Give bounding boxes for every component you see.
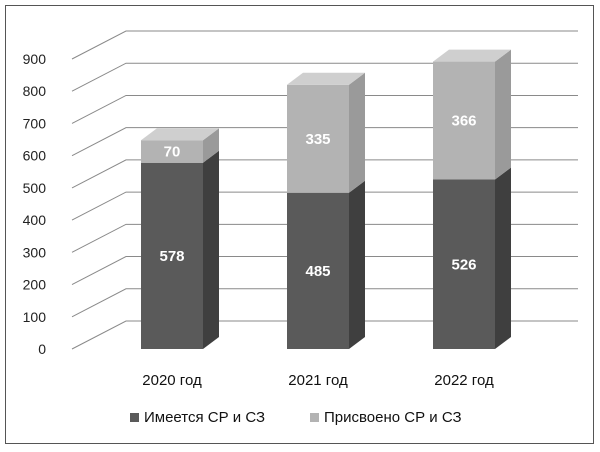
x-axis: 2020 год 2021 год 2022 год: [142, 372, 494, 389]
y-tick-label: 600: [23, 148, 47, 164]
legend: Имеется СР и СЗ Присвоено СР и СЗ: [130, 409, 462, 426]
bar-front: [141, 140, 203, 163]
data-label: 578: [159, 248, 184, 265]
bar-front: [433, 179, 495, 349]
x-tick-label: 2020 год: [142, 372, 202, 389]
y-tick-label: 500: [23, 180, 47, 196]
bar-front: [287, 192, 349, 349]
bar-side: [203, 128, 219, 163]
bar-front: [433, 61, 495, 180]
data-label: 335: [305, 131, 330, 148]
y-tick-label: 100: [23, 309, 47, 325]
gridline: [71, 256, 578, 285]
y-axis: 0 100 200 300 400 500 600 700 800 900: [23, 51, 47, 357]
gridlines: [71, 30, 578, 350]
bar-side: [349, 180, 365, 349]
bar-side: [349, 72, 365, 193]
legend-swatch: [130, 413, 139, 422]
gridline: [71, 223, 578, 253]
bar-front: [287, 84, 349, 193]
y-tick-label: 700: [23, 115, 47, 131]
bar-side: [495, 49, 511, 180]
y-tick-label: 800: [23, 83, 47, 99]
y-tick-label: 0: [38, 341, 46, 357]
data-label: 366: [451, 113, 476, 130]
data-label: 485: [305, 263, 330, 280]
bar-top: [141, 128, 219, 141]
gridline: [71, 288, 578, 318]
bar-front: [141, 162, 203, 349]
x-tick-label: 2022 год: [434, 372, 494, 389]
bar-side: [203, 150, 219, 349]
chart-frame: [5, 5, 594, 444]
gridline: [71, 191, 578, 221]
bar-side: [495, 167, 511, 349]
bar-top: [287, 72, 365, 85]
gridline: [71, 94, 578, 124]
gridline: [71, 30, 578, 60]
x-tick-label: 2021 год: [288, 372, 348, 389]
data-label: 70: [164, 143, 181, 160]
gridline: [71, 62, 578, 92]
legend-label: Присвоено СР и СЗ: [324, 409, 462, 426]
legend-label: Имеется СР и СЗ: [144, 409, 265, 426]
bar-top: [433, 49, 511, 62]
data-label: 526: [451, 256, 476, 273]
legend-swatch: [310, 413, 319, 422]
bars: 578 70 485 335 526 366: [141, 49, 511, 349]
gridline: [71, 159, 578, 189]
y-tick-label: 300: [23, 244, 47, 260]
gridline: [71, 127, 578, 157]
y-tick-label: 900: [23, 51, 47, 67]
y-tick-label: 200: [23, 277, 47, 293]
gridline: [71, 320, 578, 350]
y-tick-label: 400: [23, 212, 47, 228]
